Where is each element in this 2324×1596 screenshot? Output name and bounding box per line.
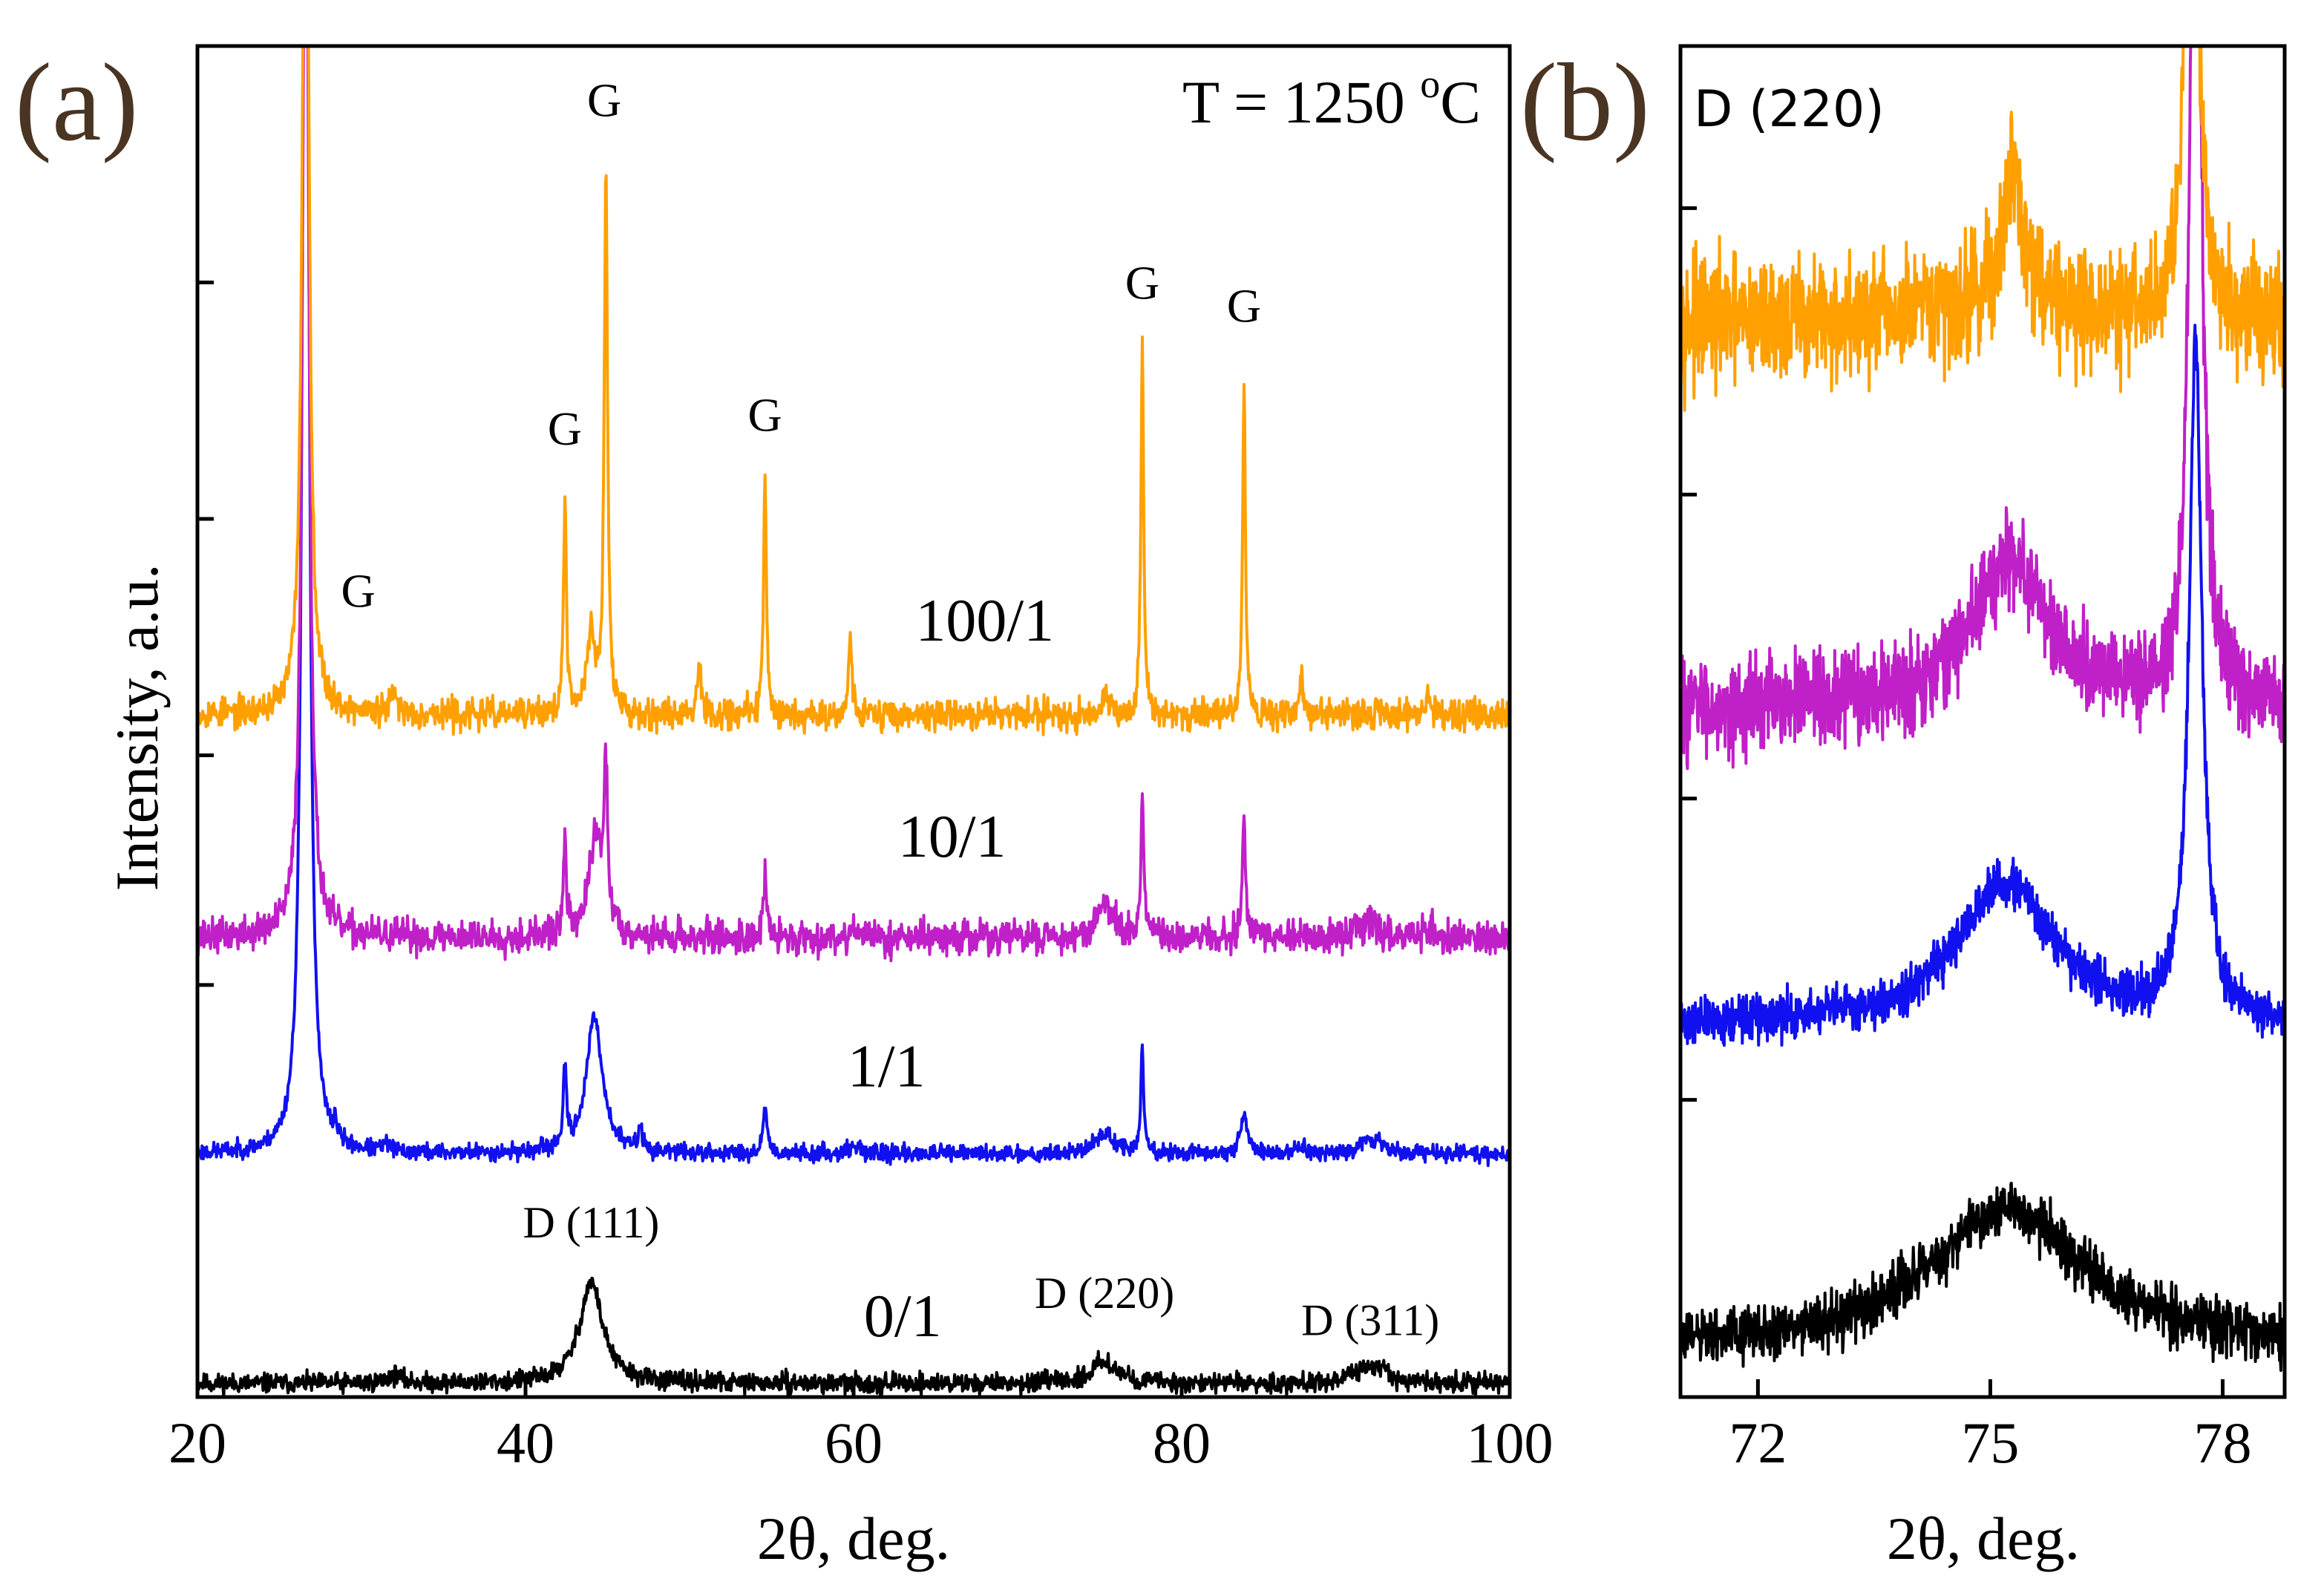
panel-a-x-tick-label: 40 <box>497 1410 554 1475</box>
panel-a-series-100-1-line <box>197 46 1510 736</box>
panel-a-series-1-1-line <box>197 46 1510 1168</box>
panel-a-y-axis-label: Intensity, a.u. <box>103 563 171 891</box>
panel-b-peak-annotation: D (220) <box>1694 80 1885 139</box>
panel-b: (b) 72 75 78 D (220) 2θ, deg. <box>1520 41 2287 1572</box>
panel-a-series-labels: 0/1 1/1 10/1 100/1 <box>848 586 1054 1350</box>
panel-a-x-axis-label: 2θ, deg. <box>757 1505 950 1572</box>
panel-a: (a) 20 40 60 80 100 0/1 1/1 10/1 100/1 G G G G G G D … <box>15 41 1554 1572</box>
panel-b-label: (b) <box>1520 41 1650 164</box>
graphite-peak-label: G <box>341 564 375 617</box>
panel-b-series-1-1-line <box>1680 324 2285 1047</box>
panel-b-x-axis-label: 2θ, deg. <box>1887 1505 2080 1572</box>
series-label-0-1: 0/1 <box>864 1282 942 1350</box>
panel-b-x-tick-label: 78 <box>2194 1410 2252 1475</box>
panel-b-series-100-1-line <box>1680 46 2285 412</box>
diamond-peak-label: D (111) <box>523 1198 659 1247</box>
panel-a-label: (a) <box>15 41 138 164</box>
panel-b-x-tick-label: 72 <box>1729 1410 1787 1475</box>
panel-b-series-group <box>1680 46 2285 1373</box>
panel-a-series-group <box>197 46 1510 1397</box>
diamond-peak-label: D (220) <box>1035 1269 1174 1318</box>
panel-b-series-10-1-line <box>1680 46 2285 771</box>
panel-a-series-10-1-line <box>197 46 1510 963</box>
panel-a-x-tick-label: 60 <box>825 1410 883 1475</box>
series-label-100-1: 100/1 <box>915 586 1054 654</box>
panel-a-x-tick-label: 80 <box>1153 1410 1211 1475</box>
panel-a-ticks: 20 40 60 80 100 <box>168 281 1554 1475</box>
series-label-1-1: 1/1 <box>848 1032 926 1099</box>
series-label-10-1: 10/1 <box>898 802 1006 870</box>
panel-a-temperature-annotation: T = 1250 oC <box>1182 62 1481 136</box>
graphite-peak-label: G <box>1227 279 1261 332</box>
graphite-peak-label: G <box>587 74 621 127</box>
panel-b-series-0-1-line <box>1680 1181 2285 1373</box>
panel-b-x-tick-label: 75 <box>1961 1410 2019 1475</box>
panel-a-x-tick-label: 20 <box>168 1410 226 1475</box>
graphite-peak-label: G <box>748 389 782 442</box>
diamond-peak-label: D (311) <box>1301 1295 1439 1344</box>
graphite-peak-label: G <box>1125 256 1159 309</box>
panel-b-frame <box>1678 44 2287 1399</box>
panel-b-ticks: 72 75 78 <box>1680 206 2252 1475</box>
panel-a-x-tick-label: 100 <box>1467 1410 1554 1475</box>
panel-a-annotations: G G G G G G D (111) D (220) D (311) <box>341 74 1439 1345</box>
graphite-peak-label: G <box>548 402 582 455</box>
